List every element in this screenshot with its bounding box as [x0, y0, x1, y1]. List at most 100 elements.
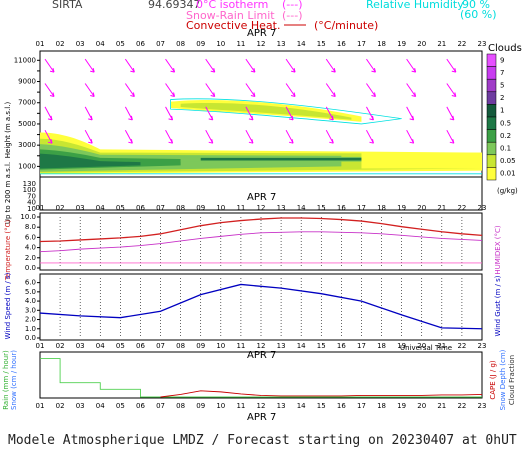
wind-arrow-head: [329, 139, 334, 144]
wind-arrow-shaft: [366, 129, 374, 144]
ytick-2.0: 2.0: [25, 254, 36, 262]
cloud-top-hour-15: 15: [317, 40, 326, 48]
cloud-legend-level-6: 0.2: [500, 132, 511, 140]
temp-hour-06: 06: [136, 204, 145, 212]
precip-hour-18: 18: [377, 402, 386, 410]
wind-arrow-shaft: [325, 83, 336, 97]
cloud-top-hour-02: 02: [56, 40, 65, 48]
wind-arrow-shaft: [124, 129, 133, 144]
temperature-grid: [39, 217, 483, 268]
wind-arrow-head: [369, 139, 374, 144]
wind-arrow-shaft: [446, 83, 457, 97]
wind-arrow-head: [290, 92, 296, 97]
wind-arrow-head: [331, 92, 336, 97]
cloud-legend-level-0: 9: [500, 56, 504, 64]
cloud-legend-swatch-6: [486, 129, 497, 143]
precip-hour-17: 17: [357, 402, 366, 410]
wind-arrow-shaft: [366, 58, 376, 73]
wind-hour-23: 23: [478, 342, 487, 350]
wind-arrow-head: [371, 92, 376, 97]
wind-hour-10: 10: [216, 342, 225, 350]
wind-hour-ticks: 01 02 03 04 05 06 07 08 09 10 11 12 13 14 15 16 17 18 19 20…: [36, 342, 487, 350]
wind-arrow-head: [208, 115, 214, 121]
wind-hour-18: 18: [377, 342, 386, 350]
wind-gust-ylabel: Wind Gust (m / s): [494, 275, 502, 336]
cloud-panel: 01 02 03 04 05 06 07 08 09 10 11 12 13 14 15 16 17 18 19 20…: [4, 28, 522, 224]
wind-hour-09: 09: [196, 342, 205, 350]
wind-arrow-head: [288, 139, 294, 144]
wind-arrow-shaft: [44, 106, 53, 121]
rain-ylabel: Rain (mm / hour): [2, 350, 10, 410]
temp-hour-11: 11: [236, 204, 245, 212]
wind-arrow-head: [449, 115, 455, 121]
wind-arrow-head: [170, 67, 176, 73]
precip-hour-20: 20: [417, 402, 426, 410]
precip-hour-05: 05: [116, 402, 125, 410]
wind-arrow-shaft: [124, 106, 133, 121]
precip-hour-09: 09: [196, 402, 205, 410]
precip-series-0: [40, 358, 482, 398]
wind-hour-19: 19: [397, 342, 406, 350]
wind-arrow-head: [369, 115, 374, 121]
wind-arrow-shaft: [44, 129, 53, 144]
wind-arrow-shaft: [325, 129, 334, 144]
wind-hour-06: 06: [136, 342, 145, 350]
cloud-top-hour-11: 11: [236, 40, 245, 48]
legend-convective-unit: (°C/minute): [314, 19, 378, 32]
wind-arrow-shaft: [205, 106, 214, 121]
wind-ylabel: Wind Speed (m / s): [4, 272, 12, 339]
wind-arrow-shaft: [446, 106, 455, 121]
cloud-legend-swatch-0: [486, 53, 497, 67]
wind-hour-12: 12: [257, 342, 266, 350]
precip-hour-11: 11: [236, 402, 245, 410]
wind-ticks: 0.01.02.0 3.04.05.06.0: [25, 279, 40, 342]
wind-arrow-shaft: [124, 83, 135, 97]
wind-arrow-shaft: [406, 129, 415, 144]
date-label-mid: APR 7: [247, 192, 276, 203]
cloud-legend-level-1: 7: [500, 69, 504, 77]
header: SIRTA 94.69347 0°C isotherm (---) Snow-R…: [52, 0, 497, 32]
cloud-top-hour-16: 16: [337, 40, 346, 48]
cloud-legend-level-5: 0.5: [500, 119, 511, 127]
temp-hour-19: 19: [397, 204, 406, 212]
precip-hour-15: 15: [317, 402, 326, 410]
cloud-legend-level-8: 0.05: [500, 157, 516, 165]
wind-hour-08: 08: [176, 342, 185, 350]
wind-arrow-head: [128, 139, 133, 144]
wind-arrow-head: [168, 115, 174, 121]
cloud-top-hour-10: 10: [216, 40, 225, 48]
wind-hour-05: 05: [116, 342, 125, 350]
ytick-8.0: 8.0: [25, 223, 36, 231]
precip-series-1: [160, 390, 483, 398]
cloud-legend-swatch-3: [486, 91, 497, 105]
precip-hour-02: 02: [56, 402, 65, 410]
precip-hour-21: 21: [437, 402, 446, 410]
legend-rh: Relative Humidity: [366, 0, 464, 11]
ytick-0.0: 0.0: [25, 334, 36, 342]
wind-series: [39, 283, 483, 330]
wind-arrow-shaft: [245, 58, 256, 73]
precip-panel: 01 02 03 04 05 06 07 08 09 10 11 12 13 14 15 16 17 18 19 20…: [2, 342, 516, 423]
cloud-top-hour-08: 08: [176, 40, 185, 48]
precip-hour-12: 12: [257, 402, 266, 410]
snow-ylabel: Snow (cm / hour): [10, 350, 18, 410]
wind-hour-20: 20: [417, 342, 426, 350]
low-height-tick-100: 100: [23, 186, 36, 194]
date-label-top: APR 7: [247, 28, 276, 39]
precip-hour-23: 23: [478, 402, 487, 410]
wind-arrow-head: [168, 139, 174, 144]
cloud-legend-level-2: 5: [500, 82, 504, 90]
precip-hour-01: 01: [36, 402, 45, 410]
ytick-6.0: 6.0: [25, 233, 36, 241]
wind-arrow-shaft: [165, 129, 173, 144]
temp-hour-13: 13: [277, 204, 286, 212]
wind-arrow-shaft: [406, 83, 417, 97]
temp-hour-18: 18: [377, 204, 386, 212]
wind-hour-04: 04: [96, 342, 105, 350]
temperature-hour-ticks: 01 02 03 04 05 06 07 08 09 10 11 12 13 14 15 16 17 18 19 20…: [36, 204, 487, 212]
temp-hour-20: 20: [417, 204, 426, 212]
cloud-top-hour-06: 06: [136, 40, 145, 48]
precip-hour-10: 10: [216, 402, 225, 410]
legend-isotherm-symbol: (---): [282, 0, 303, 11]
